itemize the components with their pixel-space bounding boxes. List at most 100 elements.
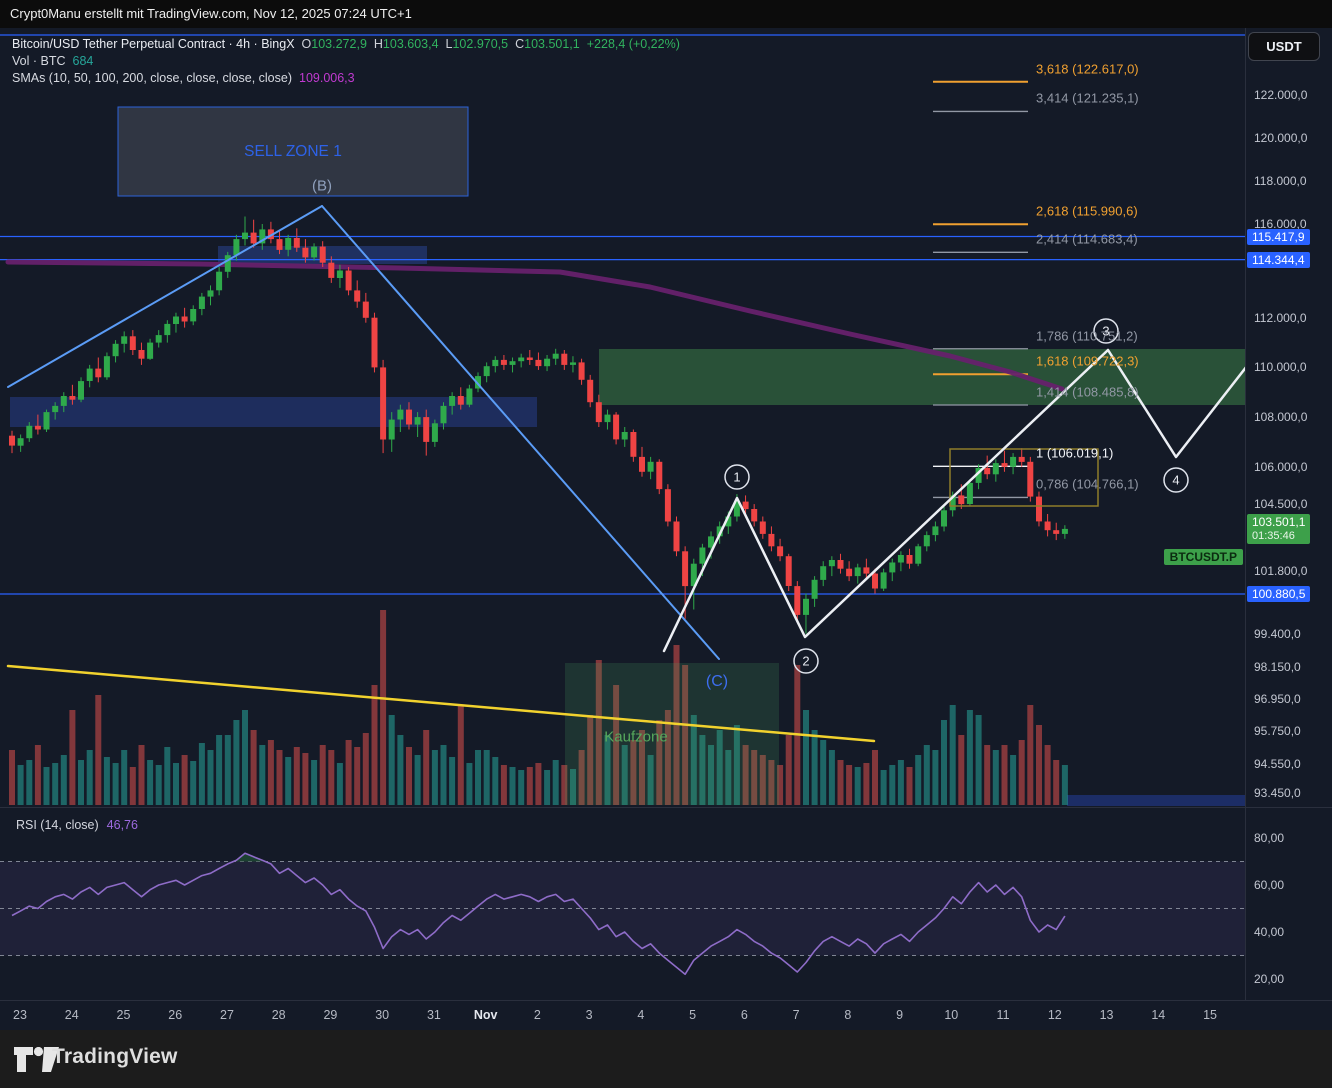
volume-bar (759, 755, 766, 805)
candle-body (414, 417, 421, 425)
candle-body (86, 368, 93, 381)
attribution-text: Crypt0Manu erstellt mit TradingView.com,… (10, 6, 412, 21)
price-tick: 95.750,0 (1254, 724, 1301, 739)
volume-bar (250, 730, 257, 805)
wave-circle-3[interactable] (1093, 318, 1119, 344)
volume-bar (26, 760, 33, 805)
time-axis[interactable]: 23 24 25 26 27 28 29 30 31 Nov 2 3 4 5 6 7 8 9 10 11 12 13 14 1… (0, 1000, 1332, 1031)
time-tick-4: 4 (637, 1008, 645, 1022)
candle-body (742, 501, 749, 510)
volume-bar (207, 750, 214, 805)
candle-body (941, 510, 947, 527)
volume-bar (475, 750, 481, 805)
ohlc-key: H (373, 37, 383, 51)
ohlc-value: 103.603,4 (382, 37, 439, 51)
volume-bar (570, 769, 576, 805)
wave-circle-2[interactable] (793, 648, 819, 674)
candle-body (293, 238, 300, 248)
candle-body (690, 563, 697, 587)
volume-bar (440, 745, 447, 805)
price-level-badge: 114.344,4 (1247, 251, 1310, 268)
symbol-row: Bitcoin/USD Tether Perpetual Contract · … (12, 36, 680, 52)
candle-body (897, 555, 904, 563)
volume-bar (267, 740, 274, 805)
candle-body (733, 501, 740, 517)
change-value: +228,4 (+0,22%) (586, 37, 680, 51)
candle-body (664, 489, 671, 522)
candle-body (1061, 528, 1068, 534)
candle-body (846, 568, 853, 577)
candle-body (26, 425, 33, 439)
candle-body (966, 482, 973, 504)
candle-body (880, 572, 887, 589)
volume-bar (733, 725, 740, 805)
volume-bar (121, 750, 128, 805)
price-tick: 122.000,0 (1254, 88, 1308, 102)
blue-descending-trendline[interactable] (321, 205, 720, 660)
pane-divider[interactable] (0, 807, 1332, 808)
candle-body (190, 309, 197, 322)
candle-body (43, 412, 50, 430)
rsi-tick: 80,00 (1254, 831, 1285, 845)
candle-body (371, 317, 378, 368)
volume-bar (941, 720, 947, 805)
volume-bar (975, 715, 982, 805)
currency-toggle-button[interactable]: USDT (1248, 32, 1320, 61)
time-tick-5: 5 (689, 1008, 697, 1022)
volume-bar (630, 740, 637, 805)
volume-value: 684 (72, 54, 94, 68)
candle-body (751, 509, 758, 522)
volume-bar (1010, 755, 1017, 805)
volume-bar (1036, 725, 1042, 805)
volume-bar (466, 763, 473, 805)
sma-line[interactable] (5, 259, 1065, 392)
kaufzone-box (565, 663, 779, 805)
candle-body (785, 556, 792, 586)
candle-body (155, 335, 162, 343)
candle-body (1053, 530, 1060, 534)
wave-b-label: (B) (312, 177, 332, 195)
candle-body (121, 336, 128, 344)
volume-bar (699, 735, 706, 805)
volume-bar (587, 715, 594, 805)
price-scale[interactable]: 122.000,0 120.000,0 118.000,0 116.000,0 112.… (1245, 28, 1332, 1000)
volume-bar (742, 745, 749, 805)
candle-body (112, 343, 119, 357)
olive-range-box[interactable] (949, 448, 1099, 507)
volume-bar (509, 767, 516, 805)
current-price: 103.501,1 (1252, 514, 1306, 529)
candle-body (457, 396, 464, 405)
rsi-tick: 60,00 (1254, 878, 1285, 892)
wave-circle-4[interactable] (1163, 467, 1189, 493)
price-level-badge: 115.417,9 (1247, 228, 1310, 245)
time-tick-7: 7 (792, 1008, 800, 1022)
candle-body (621, 432, 628, 440)
tradingview-logo-icon[interactable] (14, 1047, 60, 1073)
candle-body (60, 396, 67, 406)
blue-ascending-trendline[interactable] (7, 205, 323, 388)
ohlc-key: C (515, 37, 525, 51)
tradingview-brand-text[interactable]: TradingView (52, 1045, 178, 1068)
candle-body (647, 461, 654, 472)
candle-body (673, 521, 680, 552)
candle-body (362, 301, 369, 318)
volume-bar (578, 750, 585, 805)
candle-body (794, 586, 801, 615)
kaufzone-label: Kaufzone (604, 728, 668, 746)
volume-bar (966, 710, 973, 805)
volume-bar (69, 710, 76, 805)
volume-bar (958, 735, 965, 805)
yellow-trendline[interactable] (6, 664, 876, 743)
volume-bar (647, 755, 654, 805)
wave-circle-1[interactable] (724, 464, 750, 490)
volume-bar (406, 747, 412, 805)
candle-body (233, 239, 240, 256)
elliott-wave-line[interactable] (662, 348, 1247, 653)
candle-body (198, 296, 205, 309)
volume-bar (889, 765, 896, 805)
volume-bar (345, 740, 352, 805)
fib-label-3,618: 3,618 (122.617,0) (1036, 61, 1139, 77)
rsi-line (11, 852, 1066, 976)
